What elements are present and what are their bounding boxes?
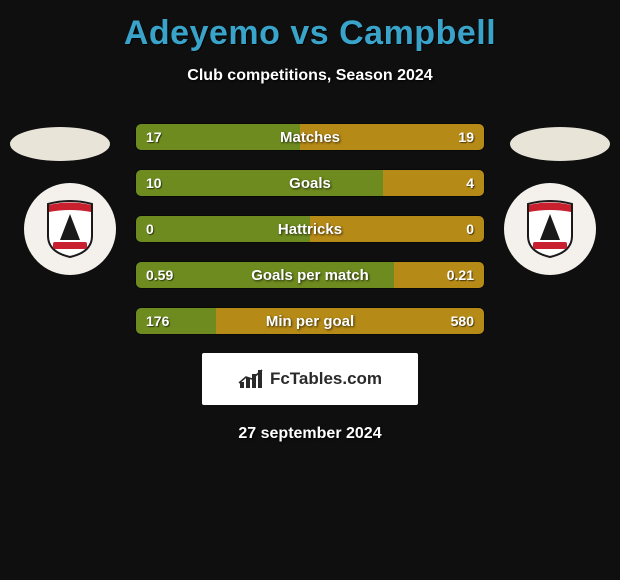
stat-value-left: 0.59 <box>146 267 173 283</box>
comparison-area: 1719Matches104Goals00Hattricks0.590.21Go… <box>0 123 620 335</box>
stat-segment-left: 0 <box>136 216 310 242</box>
chart-icon <box>238 368 264 390</box>
shield-icon <box>45 200 95 258</box>
stat-value-left: 17 <box>146 129 162 145</box>
stat-segment-right: 0.21 <box>394 262 484 288</box>
stat-row: 1719Matches <box>135 123 485 151</box>
stat-segment-right: 19 <box>300 124 484 150</box>
stat-value-left: 176 <box>146 313 169 329</box>
stat-value-right: 19 <box>458 129 474 145</box>
stat-value-right: 580 <box>451 313 474 329</box>
page-title: Adeyemo vs Campbell <box>0 0 620 53</box>
club-crest-right <box>504 183 596 275</box>
stat-value-left: 10 <box>146 175 162 191</box>
stat-row: 0.590.21Goals per match <box>135 261 485 289</box>
shield-icon <box>525 200 575 258</box>
stat-row: 00Hattricks <box>135 215 485 243</box>
club-crest-left <box>24 183 116 275</box>
stat-value-right: 0.21 <box>447 267 474 283</box>
date-text: 27 september 2024 <box>0 425 620 443</box>
stat-row: 104Goals <box>135 169 485 197</box>
stat-segment-right: 0 <box>310 216 484 242</box>
stat-segment-left: 176 <box>136 308 216 334</box>
stat-value-right: 0 <box>466 221 474 237</box>
player-avatar-left <box>10 127 110 161</box>
stat-bars: 1719Matches104Goals00Hattricks0.590.21Go… <box>135 123 485 335</box>
stat-segment-left: 10 <box>136 170 383 196</box>
stat-segment-left: 0.59 <box>136 262 394 288</box>
stat-segment-left: 17 <box>136 124 300 150</box>
stat-segment-right: 580 <box>216 308 484 334</box>
player-avatar-right <box>510 127 610 161</box>
brand-badge: FcTables.com <box>202 353 418 405</box>
stat-row: 176580Min per goal <box>135 307 485 335</box>
brand-text: FcTables.com <box>270 369 382 389</box>
stat-value-right: 4 <box>466 175 474 191</box>
stat-segment-right: 4 <box>383 170 484 196</box>
subtitle: Club competitions, Season 2024 <box>0 67 620 85</box>
stat-value-left: 0 <box>146 221 154 237</box>
